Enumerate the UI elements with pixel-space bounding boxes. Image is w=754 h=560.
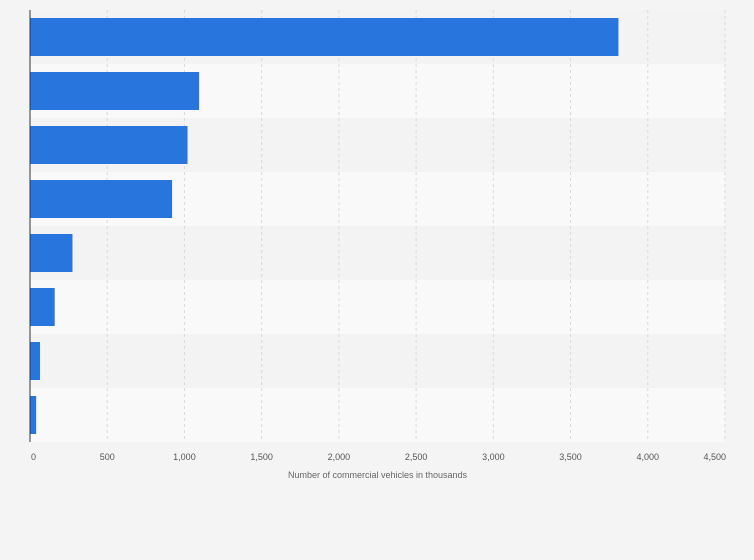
bar xyxy=(30,288,55,326)
x-tick-label: 2,000 xyxy=(328,452,351,462)
row-band xyxy=(30,226,725,280)
x-tick-label: 2,500 xyxy=(405,452,428,462)
row-band xyxy=(30,388,725,442)
x-tick-label: 0 xyxy=(31,452,36,462)
x-tick-label: 1,500 xyxy=(250,452,273,462)
bar xyxy=(30,126,188,164)
bar xyxy=(30,234,73,272)
row-band xyxy=(30,334,725,388)
bar xyxy=(30,396,37,434)
bar xyxy=(30,72,200,110)
x-axis-ticks: 0 500 1,000 1,500 2,000 2,500 3,000 3,500 4,000 4… xyxy=(31,452,726,462)
bar xyxy=(30,180,173,218)
bars xyxy=(30,18,619,434)
x-tick-label: 1,000 xyxy=(173,452,196,462)
bar xyxy=(30,342,41,380)
x-tick-label: 3,500 xyxy=(559,452,582,462)
x-tick-label: 500 xyxy=(100,452,115,462)
bar xyxy=(30,18,619,56)
x-tick-label: 3,000 xyxy=(482,452,505,462)
x-tick-label: 4,000 xyxy=(637,452,660,462)
x-axis-title: Number of commercial vehicles in thousan… xyxy=(288,470,468,480)
row-band xyxy=(30,280,725,334)
x-tick-label: 4,500 xyxy=(703,452,726,462)
